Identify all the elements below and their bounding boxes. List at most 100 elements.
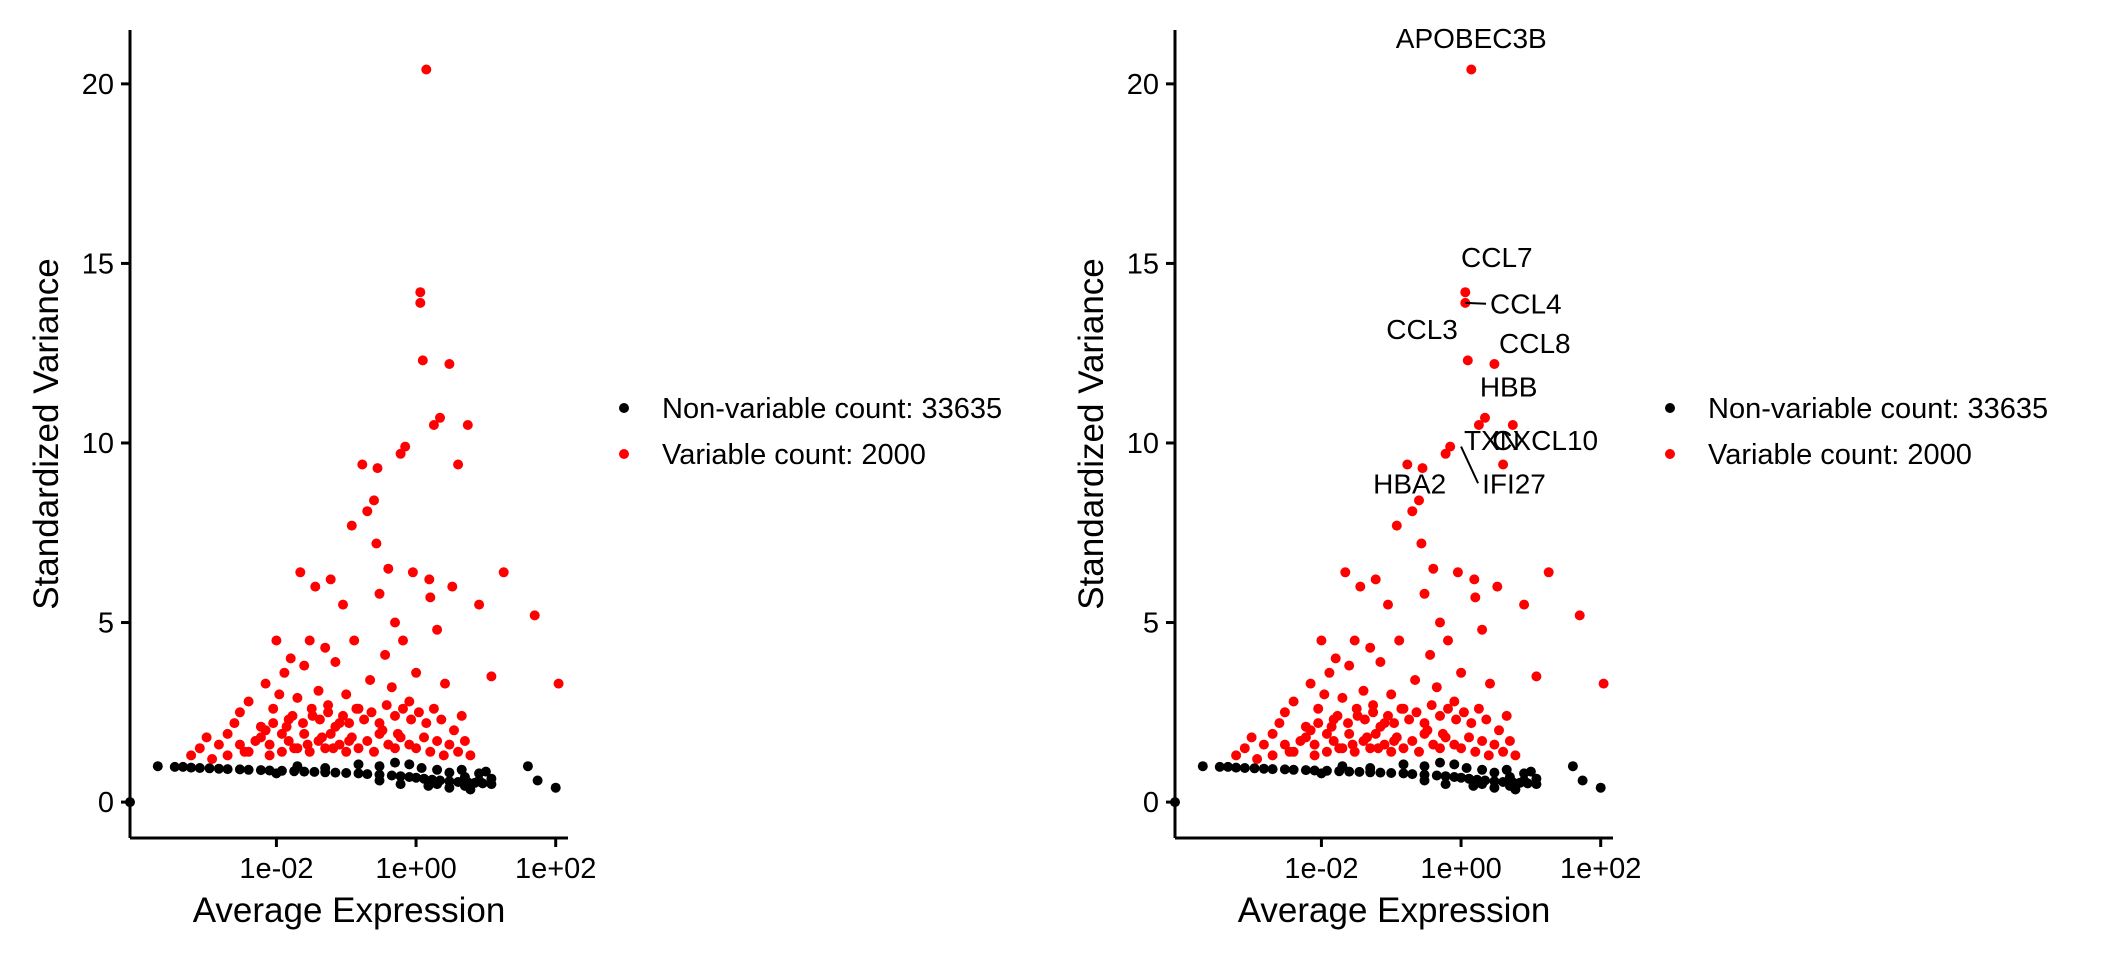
data-point xyxy=(480,766,491,777)
data-point xyxy=(313,685,324,696)
data-point xyxy=(1574,610,1585,621)
data-point xyxy=(281,721,292,732)
data-point xyxy=(1358,685,1369,696)
data-point xyxy=(243,746,254,757)
data-point xyxy=(353,743,364,754)
data-point xyxy=(1425,649,1436,660)
data-point xyxy=(264,750,275,761)
data-point xyxy=(374,761,385,772)
data-point xyxy=(1214,761,1225,772)
data-point xyxy=(1386,768,1397,778)
data-point xyxy=(1470,592,1481,603)
data-point xyxy=(1452,567,1463,578)
data-point xyxy=(152,761,163,772)
data-point xyxy=(1267,764,1278,775)
data-point xyxy=(1321,746,1332,757)
data-point xyxy=(1501,710,1512,721)
data-point xyxy=(390,743,400,754)
data-point xyxy=(1507,420,1518,430)
data-point xyxy=(369,746,379,757)
data-point xyxy=(268,703,279,714)
data-point xyxy=(395,448,406,459)
data-point xyxy=(415,287,426,298)
data-point xyxy=(274,689,285,700)
data-point xyxy=(1469,574,1480,585)
data-point xyxy=(1404,714,1415,725)
data-point xyxy=(444,767,455,778)
data-point xyxy=(298,718,308,729)
data-point xyxy=(323,700,334,711)
data-point xyxy=(1394,635,1405,646)
data-point xyxy=(1375,657,1386,667)
data-point xyxy=(1464,773,1474,784)
data-point xyxy=(522,761,533,772)
data-point xyxy=(313,736,324,746)
data-point xyxy=(1313,718,1324,729)
data-point xyxy=(1337,692,1348,703)
data-point xyxy=(1324,667,1335,678)
data-point xyxy=(1456,772,1467,783)
data-point xyxy=(1510,750,1521,761)
data-point xyxy=(421,64,432,75)
data-point xyxy=(1349,635,1360,646)
data-point xyxy=(1440,779,1451,790)
data-point xyxy=(498,567,509,578)
data-point xyxy=(1398,743,1409,754)
data-point xyxy=(186,762,197,773)
legend-key-variable xyxy=(1665,449,1675,459)
data-point xyxy=(1445,441,1456,452)
data-point xyxy=(353,768,364,779)
y-tick-label: 20 xyxy=(1127,69,1159,101)
data-point xyxy=(1349,746,1360,757)
data-point xyxy=(1577,775,1588,786)
data-point xyxy=(1239,763,1250,773)
data-point xyxy=(1456,667,1467,678)
data-point xyxy=(1321,728,1332,739)
data-point xyxy=(349,635,360,646)
data-point xyxy=(432,764,443,775)
data-point xyxy=(1543,567,1554,578)
data-point xyxy=(306,703,317,714)
data-point xyxy=(1340,567,1351,578)
data-point xyxy=(424,574,435,585)
data-point xyxy=(1398,759,1409,770)
data-point xyxy=(1411,707,1422,718)
data-point xyxy=(550,782,561,793)
data-point xyxy=(341,689,352,700)
data-point xyxy=(268,718,279,729)
data-point xyxy=(425,592,436,603)
left-scatter-panel: 1e-02 1e+00 1e+02 0 5 10 15 20 Average Expressio… xyxy=(27,30,1002,930)
gene-label: HBB xyxy=(1480,371,1538,402)
data-point xyxy=(357,459,368,470)
data-point xyxy=(1504,736,1515,746)
data-point xyxy=(338,710,348,721)
data-point xyxy=(432,779,443,790)
data-point xyxy=(1386,746,1397,757)
data-point xyxy=(304,635,315,646)
data-point xyxy=(419,773,429,784)
y-tick-label: 20 xyxy=(82,69,114,101)
legend-label: Variable count: 2000 xyxy=(1708,439,1972,471)
data-point xyxy=(1391,732,1402,743)
data-point xyxy=(1332,710,1343,721)
data-point xyxy=(1370,728,1381,739)
data-point xyxy=(309,766,320,777)
data-point xyxy=(1402,459,1413,470)
data-point xyxy=(204,763,215,774)
data-point xyxy=(1458,707,1469,718)
data-point xyxy=(1365,642,1376,653)
data-point xyxy=(1279,707,1290,718)
data-point xyxy=(1391,520,1402,531)
data-point xyxy=(1351,703,1362,714)
data-point xyxy=(1407,769,1418,780)
data-point xyxy=(169,761,180,772)
data-point xyxy=(1419,761,1430,772)
data-point xyxy=(341,746,352,757)
data-point xyxy=(1477,736,1488,746)
data-point xyxy=(1485,678,1495,689)
data-point xyxy=(362,769,373,780)
data-point xyxy=(276,746,287,757)
data-point xyxy=(1525,766,1536,777)
data-point xyxy=(465,750,476,761)
data-point xyxy=(529,610,540,621)
